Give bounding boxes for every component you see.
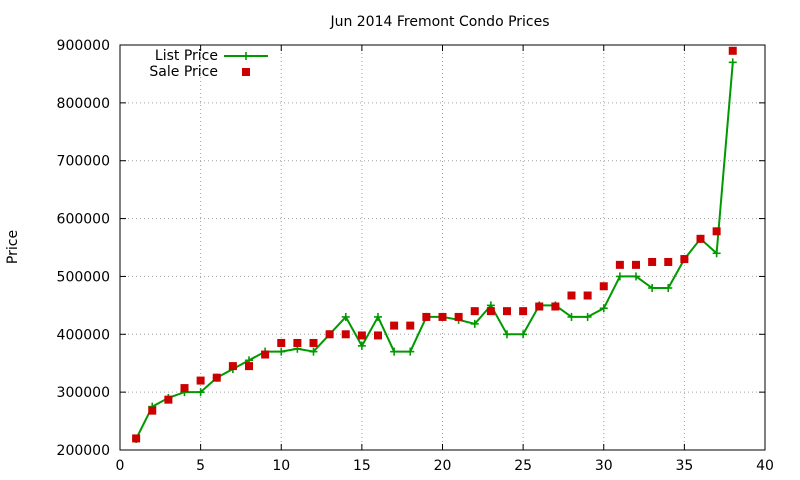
x-tick-label: 20	[434, 458, 452, 474]
point-list-price	[519, 330, 528, 339]
point-list-price	[632, 272, 640, 281]
y-tick-label: 600000	[57, 212, 110, 228]
point-list-price	[728, 58, 737, 67]
point-list-price	[599, 304, 608, 313]
x-tick-label: 5	[196, 458, 205, 474]
point-sale-price	[357, 331, 366, 340]
series-layer	[132, 46, 737, 444]
point-list-price	[470, 319, 479, 328]
y-tick-label: 200000	[57, 443, 110, 459]
point-list-price	[648, 284, 657, 292]
point-sale-price	[212, 373, 221, 382]
point-list-price	[406, 347, 415, 356]
legend-marker-list-price	[242, 52, 250, 60]
x-tick-label: 30	[595, 458, 613, 474]
point-sale-price	[486, 307, 495, 316]
point-sale-price	[648, 257, 657, 266]
point-sale-price	[309, 338, 318, 347]
point-sale-price	[406, 321, 415, 330]
point-list-price	[583, 312, 592, 321]
point-sale-price	[503, 307, 511, 316]
x-tick-label: 15	[353, 458, 371, 474]
point-list-price	[374, 312, 382, 321]
x-tick-label: 40	[756, 458, 774, 474]
x-tick-label: 25	[514, 458, 532, 474]
point-sale-price	[374, 331, 382, 340]
point-list-price	[567, 312, 576, 321]
point-sale-price	[551, 302, 560, 311]
point-list-price	[309, 347, 318, 356]
x-tick-label: 35	[675, 458, 693, 474]
point-sale-price	[180, 384, 189, 393]
y-tick-label: 300000	[57, 385, 110, 401]
point-sale-price	[245, 362, 253, 371]
axis-ticks: 0 5 10 15 20 25 30 35 40 200000 300000 400000 500000…	[57, 38, 774, 474]
legend-marker-sale-price	[242, 68, 250, 76]
point-list-price	[503, 330, 511, 339]
point-sale-price	[454, 312, 463, 321]
y-tick-label: 700000	[57, 154, 110, 170]
point-sale-price	[728, 46, 737, 55]
point-sale-price	[196, 376, 205, 385]
point-sale-price	[567, 291, 576, 300]
y-tick-label: 500000	[57, 269, 110, 285]
point-list-price	[277, 347, 286, 356]
grid	[120, 45, 765, 450]
point-sale-price	[583, 291, 592, 300]
point-sale-price	[680, 255, 689, 264]
point-sale-price	[632, 260, 640, 269]
legend-label-list-price: List Price	[155, 48, 218, 64]
point-sale-price	[164, 395, 173, 404]
point-sale-price	[422, 312, 431, 321]
point-sale-price	[696, 234, 705, 243]
x-tick-label: 10	[272, 458, 290, 474]
point-list-price	[615, 272, 624, 281]
point-sale-price	[132, 434, 141, 443]
legend-label-sale-price: Sale Price	[149, 64, 218, 80]
y-tick-label: 800000	[57, 96, 110, 112]
y-axis-label: Price	[5, 230, 21, 264]
point-list-price	[341, 312, 350, 321]
point-list-price	[712, 249, 721, 258]
point-sale-price	[535, 302, 544, 311]
point-sale-price	[615, 260, 624, 269]
point-sale-price	[390, 321, 399, 330]
point-sale-price	[664, 257, 673, 266]
chart-title: Jun 2014 Fremont Condo Prices	[329, 14, 549, 30]
point-sale-price	[148, 406, 157, 415]
point-sale-price	[261, 350, 270, 359]
point-sale-price	[277, 338, 286, 347]
point-sale-price	[341, 330, 350, 339]
point-list-price	[664, 284, 673, 292]
point-sale-price	[325, 330, 334, 339]
point-list-price	[196, 388, 205, 397]
point-sale-price	[293, 338, 302, 347]
y-tick-label: 900000	[57, 38, 110, 54]
point-sale-price	[599, 282, 608, 291]
point-list-price	[390, 347, 399, 356]
point-sale-price	[712, 227, 721, 236]
series-line-list-price	[135, 62, 734, 440]
x-tick-label: 0	[116, 458, 125, 474]
point-list-price	[357, 341, 366, 350]
y-tick-label: 400000	[57, 327, 110, 343]
point-sale-price	[470, 307, 479, 316]
point-sale-price	[519, 307, 528, 316]
point-sale-price	[228, 362, 237, 371]
point-sale-price	[438, 312, 447, 321]
